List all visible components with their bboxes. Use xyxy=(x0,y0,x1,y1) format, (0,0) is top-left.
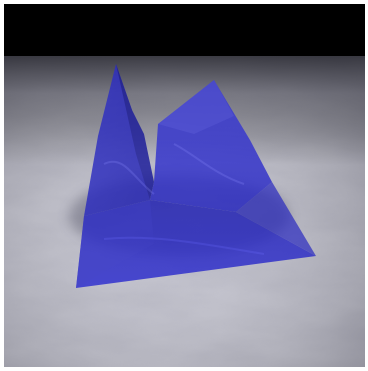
sheet-highlights xyxy=(103,143,265,255)
3d-render-viewport xyxy=(4,4,365,367)
3d-scene xyxy=(4,4,365,367)
blue-sheet-surface xyxy=(76,64,316,288)
background-sky xyxy=(4,4,365,60)
